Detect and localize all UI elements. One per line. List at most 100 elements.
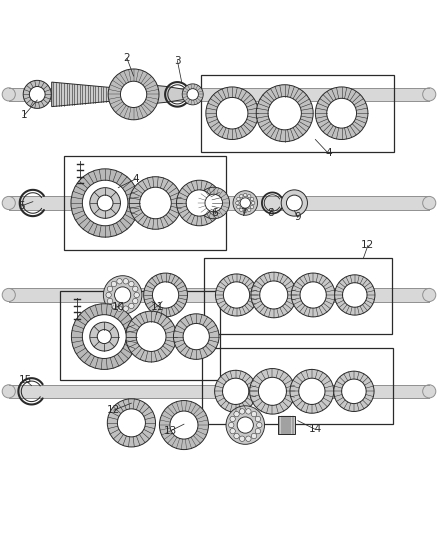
Circle shape bbox=[251, 201, 255, 205]
Circle shape bbox=[343, 282, 367, 307]
Circle shape bbox=[126, 311, 177, 362]
Circle shape bbox=[268, 96, 301, 130]
Text: 11: 11 bbox=[151, 302, 164, 312]
Text: 15: 15 bbox=[19, 375, 32, 385]
Circle shape bbox=[251, 205, 254, 208]
Circle shape bbox=[82, 180, 128, 226]
Text: 1: 1 bbox=[21, 110, 28, 120]
Circle shape bbox=[229, 422, 234, 428]
Circle shape bbox=[258, 377, 286, 405]
Circle shape bbox=[71, 169, 139, 237]
Ellipse shape bbox=[423, 197, 436, 209]
Bar bbox=[201, 75, 394, 152]
Circle shape bbox=[281, 190, 307, 216]
Circle shape bbox=[256, 85, 313, 142]
Circle shape bbox=[335, 275, 375, 315]
Text: 6: 6 bbox=[211, 208, 218, 218]
Circle shape bbox=[237, 417, 253, 433]
Bar bbox=[64, 156, 226, 250]
Circle shape bbox=[237, 197, 240, 201]
Circle shape bbox=[111, 281, 117, 287]
Text: 7: 7 bbox=[240, 208, 247, 218]
Circle shape bbox=[246, 409, 251, 414]
Text: 14: 14 bbox=[309, 424, 322, 434]
Text: 2: 2 bbox=[124, 53, 131, 63]
Bar bbox=[202, 348, 393, 424]
Text: 10: 10 bbox=[112, 302, 125, 312]
Circle shape bbox=[240, 208, 243, 212]
Ellipse shape bbox=[2, 385, 15, 398]
Text: 8: 8 bbox=[267, 208, 274, 218]
Circle shape bbox=[255, 429, 261, 434]
Circle shape bbox=[299, 378, 325, 405]
Circle shape bbox=[170, 411, 198, 439]
Circle shape bbox=[342, 379, 366, 403]
Circle shape bbox=[290, 369, 334, 413]
Circle shape bbox=[327, 98, 357, 128]
Circle shape bbox=[107, 399, 155, 447]
Circle shape bbox=[120, 81, 147, 108]
Circle shape bbox=[260, 281, 288, 309]
Circle shape bbox=[240, 436, 245, 441]
Circle shape bbox=[133, 286, 138, 292]
Circle shape bbox=[257, 422, 262, 428]
Circle shape bbox=[233, 191, 258, 215]
Circle shape bbox=[244, 209, 247, 213]
Circle shape bbox=[71, 304, 137, 369]
Text: 5: 5 bbox=[18, 201, 25, 211]
Circle shape bbox=[206, 87, 258, 140]
Circle shape bbox=[223, 282, 250, 308]
Circle shape bbox=[123, 306, 128, 311]
Circle shape bbox=[123, 279, 128, 284]
Circle shape bbox=[115, 287, 131, 303]
Circle shape bbox=[107, 286, 113, 292]
Circle shape bbox=[291, 273, 335, 317]
Ellipse shape bbox=[423, 288, 436, 302]
Circle shape bbox=[246, 436, 251, 441]
Circle shape bbox=[230, 416, 235, 422]
Bar bbox=[278, 416, 295, 434]
Ellipse shape bbox=[2, 88, 15, 101]
Text: 4: 4 bbox=[325, 149, 332, 158]
Circle shape bbox=[315, 87, 368, 140]
Circle shape bbox=[103, 276, 142, 314]
Circle shape bbox=[215, 370, 257, 413]
Circle shape bbox=[140, 187, 171, 219]
Circle shape bbox=[136, 322, 166, 351]
Circle shape bbox=[237, 205, 240, 208]
Circle shape bbox=[90, 188, 120, 219]
Polygon shape bbox=[52, 82, 188, 107]
Circle shape bbox=[187, 88, 198, 100]
Circle shape bbox=[144, 273, 187, 317]
Circle shape bbox=[134, 292, 139, 297]
Circle shape bbox=[198, 187, 230, 219]
Text: 12: 12 bbox=[107, 405, 120, 415]
Circle shape bbox=[240, 409, 245, 414]
Ellipse shape bbox=[423, 385, 436, 398]
Circle shape bbox=[186, 190, 212, 216]
Circle shape bbox=[97, 195, 113, 211]
Circle shape bbox=[236, 201, 239, 205]
Circle shape bbox=[111, 303, 117, 309]
Circle shape bbox=[215, 274, 258, 316]
Circle shape bbox=[251, 433, 257, 439]
Circle shape bbox=[216, 98, 248, 129]
Circle shape bbox=[286, 195, 302, 211]
Circle shape bbox=[223, 378, 249, 405]
Circle shape bbox=[244, 193, 247, 197]
Text: 12: 12 bbox=[361, 240, 374, 251]
Circle shape bbox=[205, 194, 223, 212]
Circle shape bbox=[117, 306, 122, 311]
Circle shape bbox=[129, 303, 134, 309]
Circle shape bbox=[334, 371, 374, 411]
Circle shape bbox=[133, 298, 138, 304]
Circle shape bbox=[107, 298, 113, 304]
Circle shape bbox=[240, 198, 251, 208]
Circle shape bbox=[117, 279, 122, 284]
Circle shape bbox=[129, 177, 182, 229]
Circle shape bbox=[183, 324, 209, 350]
Circle shape bbox=[152, 282, 179, 308]
Circle shape bbox=[23, 80, 51, 108]
Ellipse shape bbox=[2, 288, 15, 302]
Text: 3: 3 bbox=[174, 55, 181, 66]
